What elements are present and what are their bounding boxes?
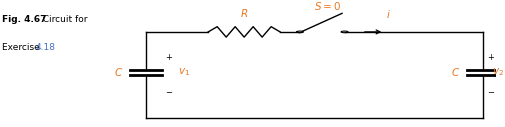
Text: $C$: $C$ [451,67,461,78]
Text: +: + [165,53,172,62]
Text: $C$: $C$ [114,67,124,78]
Text: $v_1$: $v_1$ [178,67,190,78]
Text: −: − [487,88,494,97]
Text: $i$: $i$ [385,8,390,20]
Text: $S=0$: $S=0$ [314,0,341,12]
Text: Circuit for: Circuit for [37,14,88,23]
Text: $v_2$: $v_2$ [492,67,504,78]
Text: 4.18: 4.18 [36,43,56,52]
Text: Exercise: Exercise [3,43,43,52]
Text: +: + [487,53,494,62]
Text: −: − [165,88,172,97]
Text: $R$: $R$ [240,7,248,19]
Text: Fig. 4.67: Fig. 4.67 [3,14,47,23]
